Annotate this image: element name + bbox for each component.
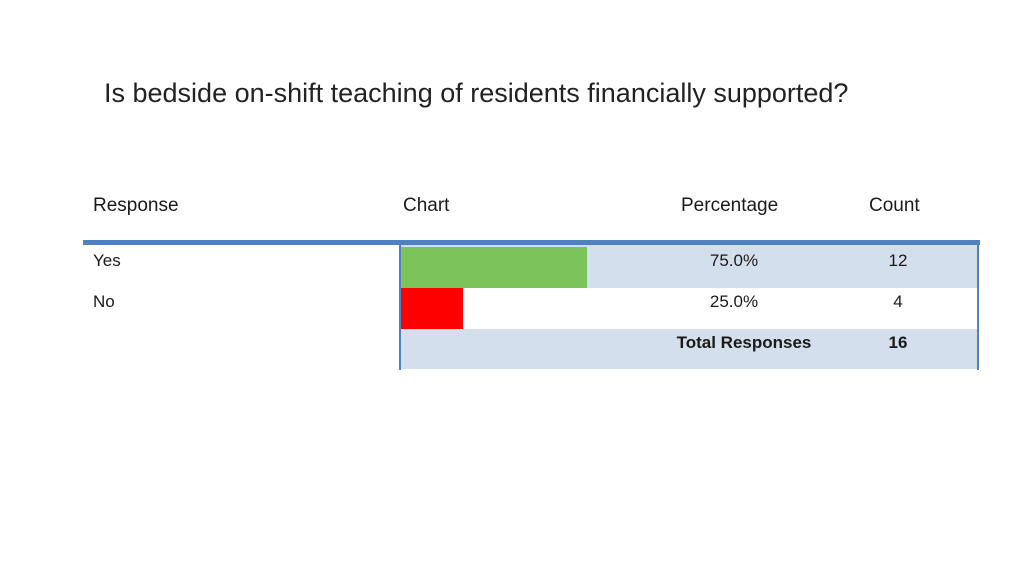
percentage-yes: 75.0% <box>709 251 759 270</box>
column-header-count: Count <box>869 195 920 216</box>
table-right-border <box>977 243 979 370</box>
percentage-no: 25.0% <box>709 292 759 311</box>
count-no: 4 <box>893 292 903 311</box>
column-header-response: Response <box>93 195 179 216</box>
count-yes: 12 <box>888 251 908 270</box>
total-responses-label: Total Responses <box>676 333 812 352</box>
total-row-shade <box>400 329 978 369</box>
page-title: Is bedside on-shift teaching of resident… <box>104 78 849 108</box>
bar-no <box>401 288 463 329</box>
header-divider <box>83 240 980 245</box>
response-label-yes: Yes <box>93 251 121 270</box>
column-header-percentage: Percentage <box>681 195 779 216</box>
column-header-chart: Chart <box>403 195 450 216</box>
chart-left-border <box>399 243 401 370</box>
total-responses-value: 16 <box>888 333 908 352</box>
response-label-no: No <box>93 292 115 311</box>
bar-yes <box>401 247 587 288</box>
